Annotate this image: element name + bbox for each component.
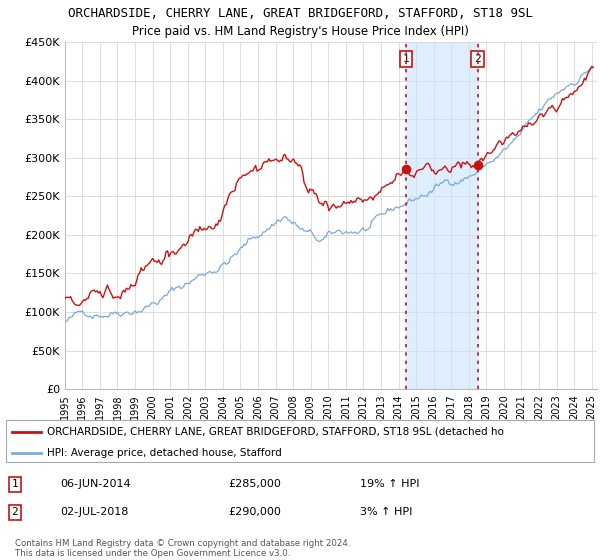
Text: 19% ↑ HPI: 19% ↑ HPI (360, 479, 419, 489)
Bar (406, 42, 478, 389)
Text: HPI: Average price, detached house, Stafford: HPI: Average price, detached house, Staf… (47, 448, 282, 458)
Text: 2: 2 (11, 507, 19, 517)
Text: 06-JUN-2014: 06-JUN-2014 (60, 479, 131, 489)
Text: ORCHARDSIDE, CHERRY LANE, GREAT BRIDGEFORD, STAFFORD, ST18 9SL (detached ho: ORCHARDSIDE, CHERRY LANE, GREAT BRIDGEFO… (47, 427, 504, 437)
Text: £285,000: £285,000 (228, 479, 281, 489)
Text: 2: 2 (474, 54, 481, 64)
Text: £290,000: £290,000 (228, 507, 281, 517)
Text: Price paid vs. HM Land Registry's House Price Index (HPI): Price paid vs. HM Land Registry's House … (131, 25, 469, 38)
Text: 1: 1 (403, 54, 409, 64)
Text: ORCHARDSIDE, CHERRY LANE, GREAT BRIDGEFORD, STAFFORD, ST18 9SL: ORCHARDSIDE, CHERRY LANE, GREAT BRIDGEFO… (67, 7, 533, 20)
Text: 02-JUL-2018: 02-JUL-2018 (60, 507, 128, 517)
Text: 3% ↑ HPI: 3% ↑ HPI (360, 507, 412, 517)
Text: Contains HM Land Registry data © Crown copyright and database right 2024.
This d: Contains HM Land Registry data © Crown c… (15, 539, 350, 558)
Text: 1: 1 (11, 479, 19, 489)
